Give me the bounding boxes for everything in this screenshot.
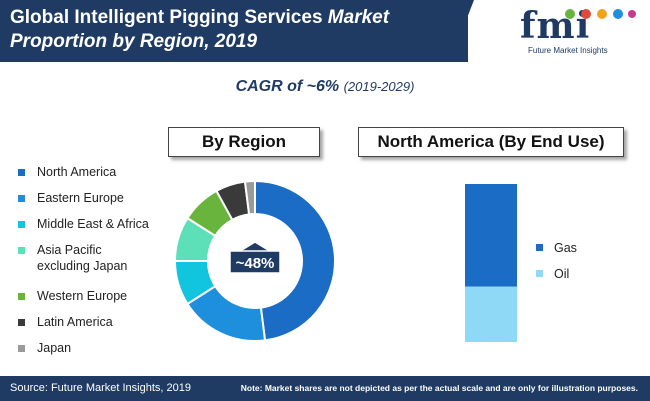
legend-item-eastern-europe: Eastern Europe bbox=[18, 190, 188, 216]
enduse-stacked-bar bbox=[465, 184, 517, 342]
center-percent-label: ~48% bbox=[236, 255, 275, 272]
legend-item-asia-pacific: Asia Pacific excluding Japan bbox=[18, 242, 188, 288]
title-part2: Market bbox=[327, 7, 390, 28]
cagr-label: CAGR of ~6% bbox=[235, 78, 340, 95]
title-part1: Global Intelligent Pigging Services bbox=[10, 7, 328, 28]
region-title-box: By Region bbox=[168, 127, 320, 157]
region-title: By Region bbox=[201, 132, 287, 151]
footer: Source: Future Market Insights, 2019 Not… bbox=[0, 376, 650, 401]
region-legend: North America Eastern Europe Middle East… bbox=[18, 164, 188, 366]
legend-item-latin-america: Latin America bbox=[18, 314, 188, 340]
legend-item-japan: Japan bbox=[18, 340, 188, 366]
legend-label: Latin America bbox=[37, 315, 113, 329]
bar-segment-oil bbox=[465, 286, 517, 342]
page-title: Global Intelligent Pigging Services Mark… bbox=[10, 6, 450, 54]
logo-text: fmi bbox=[520, 5, 591, 47]
note-text: Note: Market shares are not depicted as … bbox=[240, 383, 638, 393]
legend-label: Western Europe bbox=[37, 289, 128, 303]
legend-label-line2: excluding Japan bbox=[37, 259, 128, 273]
legend-swatch bbox=[18, 195, 25, 202]
legend-label-line1: Asia Pacific bbox=[37, 243, 102, 257]
header-band bbox=[0, 0, 468, 62]
enduse-title-box: North America (By End Use) bbox=[358, 127, 624, 157]
legend-swatch bbox=[18, 221, 25, 228]
legend-label: Eastern Europe bbox=[37, 191, 124, 205]
fmi-logo: fmi Future Market Insights bbox=[520, 6, 640, 58]
legend-swatch bbox=[18, 319, 25, 326]
legend-label: Japan bbox=[37, 341, 72, 355]
donut-slice-japan bbox=[243, 179, 256, 216]
legend-swatch bbox=[18, 247, 25, 254]
legend-label: Middle East & Africa bbox=[37, 217, 149, 231]
donut-slice-north-america bbox=[254, 179, 336, 342]
legend-item-middle-east-africa: Middle East & Africa bbox=[18, 216, 188, 242]
header: Global Intelligent Pigging Services Mark… bbox=[0, 0, 650, 62]
legend-label: North America bbox=[37, 165, 117, 179]
logo-icons bbox=[565, 9, 636, 19]
legend-label: Asia Pacific excluding Japan bbox=[37, 242, 127, 274]
legend-swatch bbox=[536, 270, 543, 277]
header-band-edge bbox=[450, 0, 474, 62]
legend-item-western-europe: Western Europe bbox=[18, 288, 188, 314]
cagr-years: (2019-2029) bbox=[343, 79, 415, 94]
center-badge: ~48% bbox=[229, 241, 281, 274]
legend-label: Oil bbox=[554, 267, 570, 281]
legend-label: Gas bbox=[554, 241, 577, 255]
enduse-title: North America (By End Use) bbox=[377, 132, 605, 151]
cagr-text: CAGR of ~6% (2019-2029) bbox=[0, 78, 650, 96]
legend-swatch bbox=[18, 169, 25, 176]
legend-swatch bbox=[18, 293, 25, 300]
title-line2: Proportion by Region, 2019 bbox=[10, 31, 258, 52]
legend-item-north-america: North America bbox=[18, 164, 188, 190]
logo-subtitle: Future Market Insights bbox=[528, 46, 608, 55]
source-text: Source: Future Market Insights, 2019 bbox=[10, 382, 191, 394]
region-donut-chart: ~48% bbox=[173, 179, 336, 342]
legend-swatch bbox=[536, 244, 543, 251]
legend-swatch bbox=[18, 345, 25, 352]
bar-segment-gas bbox=[465, 184, 517, 287]
